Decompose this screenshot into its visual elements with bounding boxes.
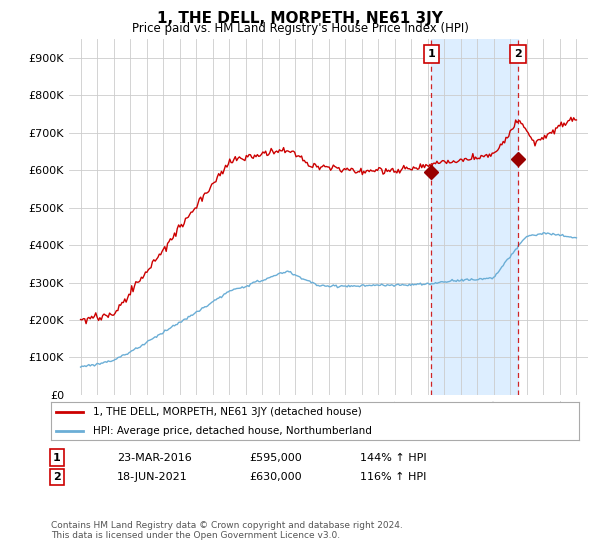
Text: £595,000: £595,000 [249,452,302,463]
Text: 1, THE DELL, MORPETH, NE61 3JY (detached house): 1, THE DELL, MORPETH, NE61 3JY (detached… [93,407,362,417]
Text: 23-MAR-2016: 23-MAR-2016 [117,452,192,463]
Text: 116% ↑ HPI: 116% ↑ HPI [360,472,427,482]
Text: 2: 2 [514,49,522,59]
Text: 1: 1 [53,452,61,463]
Text: Price paid vs. HM Land Registry's House Price Index (HPI): Price paid vs. HM Land Registry's House … [131,22,469,35]
Text: 2: 2 [53,472,61,482]
Bar [431,39,518,395]
Text: 18-JUN-2021: 18-JUN-2021 [117,472,188,482]
Text: HPI: Average price, detached house, Northumberland: HPI: Average price, detached house, Nort… [93,426,372,436]
Text: 1, THE DELL, MORPETH, NE61 3JY: 1, THE DELL, MORPETH, NE61 3JY [157,11,443,26]
Text: 144% ↑ HPI: 144% ↑ HPI [360,452,427,463]
Text: £630,000: £630,000 [249,472,302,482]
Text: Contains HM Land Registry data © Crown copyright and database right 2024.
This d: Contains HM Land Registry data © Crown c… [51,521,403,540]
Text: 1: 1 [427,49,435,59]
